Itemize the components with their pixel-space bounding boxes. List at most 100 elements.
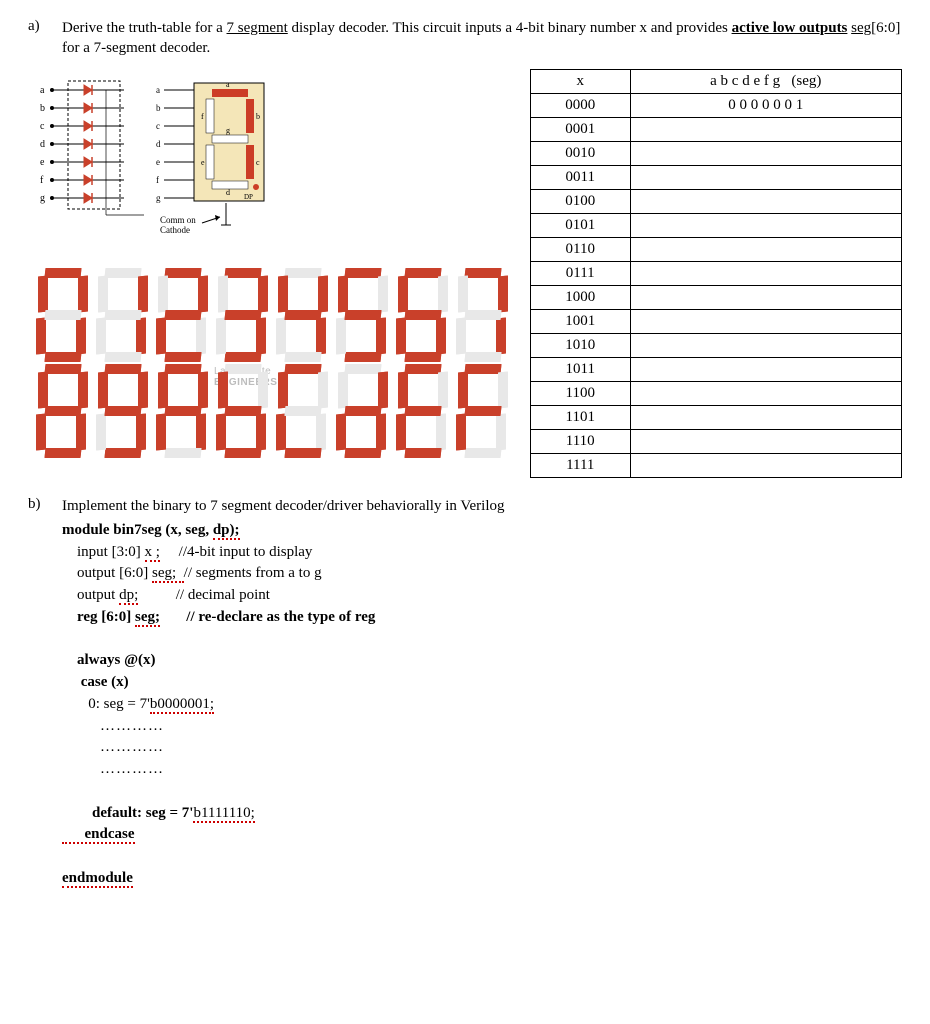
segment-c [376, 317, 386, 354]
cell-seg [630, 309, 902, 333]
segment-f [38, 275, 48, 312]
segment-c [376, 413, 386, 450]
segment-b [258, 275, 268, 312]
segment-b [198, 371, 208, 408]
segment-e [336, 413, 346, 450]
segment-a [164, 268, 201, 278]
part-b-question: b) Implement the binary to 7 segment dec… [28, 496, 902, 516]
segment-a [464, 268, 501, 278]
th-x: x [531, 69, 631, 93]
segment-e [396, 317, 406, 354]
segment-f [278, 371, 288, 408]
segment-g [104, 406, 141, 416]
segment-g [344, 310, 381, 320]
segment-d [344, 352, 381, 362]
segment-f [38, 371, 48, 408]
segment-d [464, 448, 501, 458]
segment-f [218, 371, 228, 408]
seven-seg-digit [334, 364, 390, 456]
segment-d [224, 352, 261, 362]
kw-module: module bin7seg (x, seg, [62, 522, 213, 538]
dots1: ………… [62, 716, 902, 738]
part-b-text: Implement the binary to 7 segment decode… [62, 496, 902, 516]
segment-g [164, 310, 201, 320]
dots2: ………… [62, 737, 902, 759]
table-row: 00000 0 0 0 0 0 1 [531, 93, 902, 117]
svg-text:e: e [40, 157, 45, 168]
svg-text:Comm on: Comm on [160, 215, 196, 225]
seven-seg-schematic: a b c d e f g [36, 75, 510, 250]
seven-seg-digit [34, 268, 90, 360]
segment-d [404, 448, 441, 458]
svg-text:c: c [40, 121, 45, 132]
seven-seg-digit [394, 364, 450, 456]
segment-e [96, 413, 106, 450]
segment-f [278, 275, 288, 312]
cell-seg [630, 405, 902, 429]
part-a-question: a) Derive the truth-table for a 7 segmen… [28, 18, 902, 59]
table-row: 0010 [531, 141, 902, 165]
seven-seg-digit [454, 364, 510, 456]
segment-a [404, 268, 441, 278]
segment-a [224, 268, 261, 278]
text-mid: display decoder. This circuit inputs a 4… [288, 20, 732, 36]
svg-text:b: b [40, 103, 45, 114]
l5-seg: seg; [135, 609, 160, 627]
cell-seg: 0 0 0 0 0 0 1 [630, 93, 902, 117]
seven-seg-digit [214, 268, 270, 360]
svg-text:f: f [40, 175, 44, 186]
cell-x: 1011 [531, 357, 631, 381]
segment-c [196, 317, 206, 354]
segment-d [224, 448, 261, 458]
svg-text:DP: DP [244, 193, 253, 201]
table-row: 1010 [531, 333, 902, 357]
segment-g [404, 310, 441, 320]
cell-x: 0100 [531, 189, 631, 213]
segment-f [98, 275, 108, 312]
segment-e [156, 413, 166, 450]
cell-x: 0000 [531, 93, 631, 117]
segment-c [196, 413, 206, 450]
segment-c [76, 317, 86, 354]
default-val: b1111110; [193, 805, 254, 823]
dots3: ………… [62, 759, 902, 781]
svg-text:f: f [156, 175, 159, 185]
part-a-content-row: a b c d e f g [28, 69, 902, 478]
segment-e [216, 413, 226, 450]
segment-d [404, 352, 441, 362]
default-pre: default: seg = 7' [62, 805, 193, 821]
cell-x: 1010 [531, 333, 631, 357]
l5-cmt: // re-declare as the type of reg [160, 609, 375, 625]
segment-e [96, 317, 106, 354]
verilog-code: module bin7seg (x, seg, dp); input [3:0]… [62, 520, 902, 890]
table-row: 0100 [531, 189, 902, 213]
segment-a [104, 364, 141, 374]
svg-text:c: c [256, 158, 260, 167]
segment-c [316, 413, 326, 450]
segment-a [344, 268, 381, 278]
segment-d [104, 448, 141, 458]
segment-b [138, 275, 148, 312]
svg-text:a: a [40, 85, 45, 96]
l2-x: x ; [145, 544, 160, 562]
svg-text:b: b [256, 112, 260, 121]
cell-seg [630, 213, 902, 237]
table-row: 1001 [531, 309, 902, 333]
segment-g [284, 310, 321, 320]
table-row: 0110 [531, 237, 902, 261]
table-row: 0011 [531, 165, 902, 189]
seg-underline: seg [851, 20, 871, 36]
segment-c [496, 317, 506, 354]
table-row: 1100 [531, 381, 902, 405]
seven-seg-digit [454, 268, 510, 360]
segment-f [98, 371, 108, 408]
segment-e [336, 317, 346, 354]
segment-g [224, 406, 261, 416]
cell-x: 0101 [531, 213, 631, 237]
segment-b [318, 371, 328, 408]
segment-d [464, 352, 501, 362]
segment-b [498, 371, 508, 408]
segment-g [404, 406, 441, 416]
cell-x: 1001 [531, 309, 631, 333]
segment-g [104, 310, 141, 320]
